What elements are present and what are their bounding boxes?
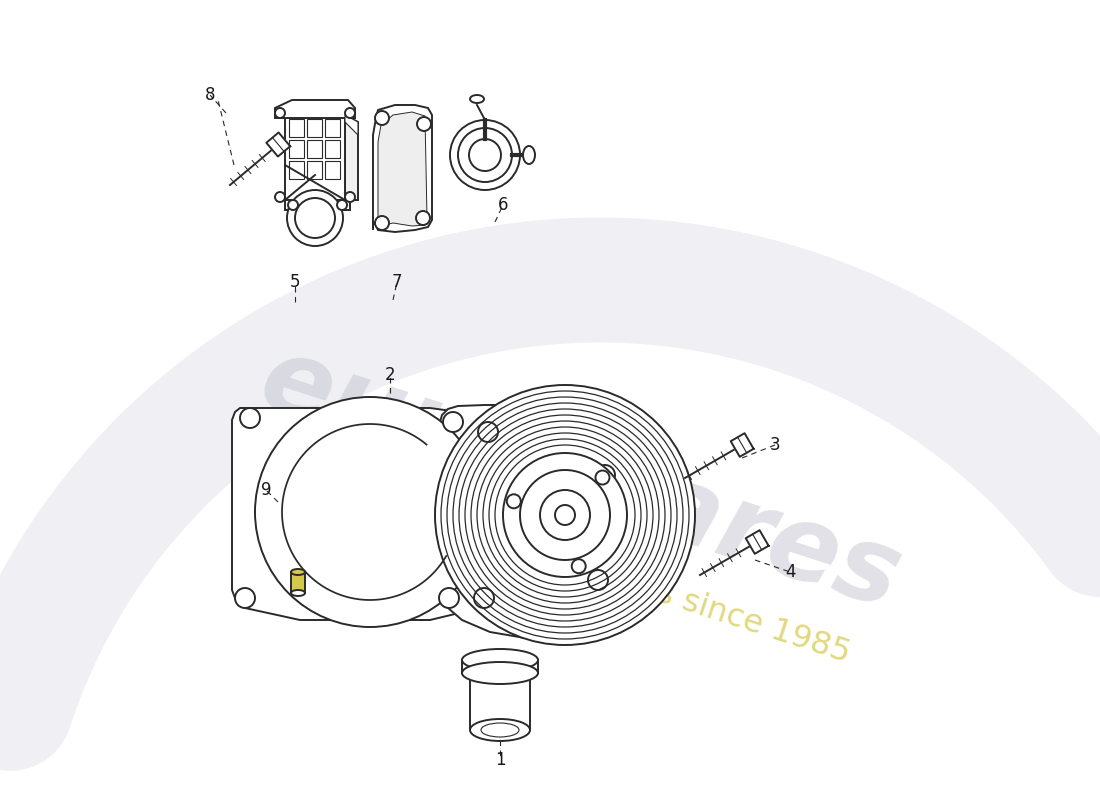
Polygon shape: [378, 112, 427, 226]
Polygon shape: [307, 140, 322, 158]
Text: 3: 3: [770, 436, 780, 454]
Circle shape: [556, 505, 575, 525]
Circle shape: [255, 397, 485, 627]
Polygon shape: [289, 119, 304, 137]
Polygon shape: [289, 161, 304, 179]
Circle shape: [572, 559, 585, 573]
Polygon shape: [289, 140, 304, 158]
Circle shape: [417, 117, 431, 131]
Text: 4: 4: [784, 563, 795, 581]
Circle shape: [443, 412, 463, 432]
Circle shape: [375, 216, 389, 230]
Polygon shape: [324, 140, 340, 158]
Circle shape: [235, 588, 255, 608]
Polygon shape: [275, 100, 355, 118]
Polygon shape: [285, 200, 350, 210]
Circle shape: [520, 470, 610, 560]
Polygon shape: [373, 105, 432, 232]
Text: 6: 6: [497, 196, 508, 214]
Polygon shape: [462, 660, 538, 673]
Ellipse shape: [292, 590, 305, 596]
Text: 2: 2: [385, 366, 395, 384]
Circle shape: [469, 139, 500, 171]
Circle shape: [287, 190, 343, 246]
Circle shape: [478, 422, 498, 442]
Circle shape: [540, 490, 590, 540]
Circle shape: [503, 453, 627, 577]
Text: 9: 9: [261, 481, 272, 499]
Circle shape: [474, 588, 494, 608]
Polygon shape: [324, 119, 340, 137]
Circle shape: [375, 111, 389, 125]
Polygon shape: [345, 115, 358, 200]
Ellipse shape: [462, 649, 538, 671]
Ellipse shape: [292, 569, 305, 575]
Text: 1: 1: [495, 751, 505, 769]
Ellipse shape: [470, 95, 484, 103]
Text: eurospares: eurospares: [248, 329, 913, 631]
Circle shape: [345, 192, 355, 202]
Circle shape: [434, 385, 695, 645]
Circle shape: [275, 192, 285, 202]
Circle shape: [288, 200, 298, 210]
Polygon shape: [285, 115, 345, 200]
Polygon shape: [292, 572, 305, 593]
Ellipse shape: [470, 719, 530, 741]
Polygon shape: [470, 665, 530, 730]
Ellipse shape: [522, 146, 535, 164]
Circle shape: [595, 470, 609, 485]
Polygon shape: [266, 133, 290, 157]
Circle shape: [345, 108, 355, 118]
Polygon shape: [324, 161, 340, 179]
Polygon shape: [345, 115, 358, 135]
Circle shape: [295, 198, 336, 238]
Circle shape: [275, 108, 285, 118]
Circle shape: [416, 211, 430, 225]
Circle shape: [595, 465, 615, 485]
Polygon shape: [307, 161, 322, 179]
Polygon shape: [232, 408, 497, 620]
Polygon shape: [440, 405, 615, 638]
Circle shape: [450, 120, 520, 190]
Ellipse shape: [481, 723, 519, 737]
Ellipse shape: [462, 662, 538, 684]
Text: 8: 8: [205, 86, 216, 104]
Circle shape: [240, 408, 260, 428]
Ellipse shape: [470, 654, 530, 676]
Text: a passion for parts since 1985: a passion for parts since 1985: [385, 490, 855, 670]
Polygon shape: [746, 530, 769, 554]
Polygon shape: [730, 434, 754, 457]
Circle shape: [507, 494, 520, 508]
Circle shape: [588, 570, 608, 590]
Polygon shape: [307, 119, 322, 137]
Text: 7: 7: [392, 273, 403, 291]
Text: 5: 5: [289, 273, 300, 291]
Circle shape: [337, 200, 346, 210]
Circle shape: [439, 588, 459, 608]
Circle shape: [458, 128, 512, 182]
